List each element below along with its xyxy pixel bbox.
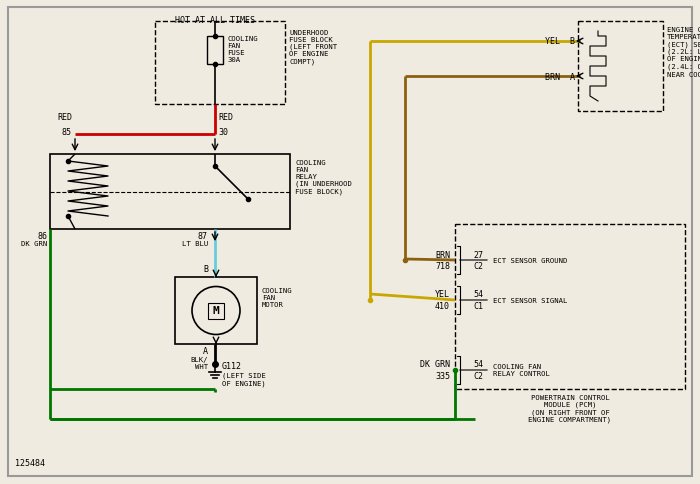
Text: RED: RED [218, 113, 233, 122]
Text: M: M [213, 306, 219, 316]
Text: ECT SENSOR SIGNAL: ECT SENSOR SIGNAL [493, 297, 568, 303]
Text: C2: C2 [473, 372, 483, 381]
Text: UNDERHOOD
FUSE BLOCK
(LEFT FRONT
OF ENGINE
COMPT): UNDERHOOD FUSE BLOCK (LEFT FRONT OF ENGI… [289, 30, 337, 65]
Text: (LEFT SIDE
OF ENGINE): (LEFT SIDE OF ENGINE) [222, 372, 266, 386]
Text: DK GRN: DK GRN [420, 360, 450, 369]
Text: G112: G112 [222, 361, 242, 370]
Text: BLK/
WHT: BLK/ WHT [190, 356, 208, 369]
Text: ENGINE COOLANT
TEMPERATURE
(ECT) SENSOR
(2.2L: LEFT FRONT
OF ENGINE)
(2.4L: ON R: ENGINE COOLANT TEMPERATURE (ECT) SENSOR … [667, 27, 700, 77]
Bar [455, 225, 685, 389]
Bar [578, 22, 663, 112]
Text: POWERTRAIN CONTROL
MODULE (PCM)
(ON RIGHT FRONT OF
ENGINE COMPARTMENT): POWERTRAIN CONTROL MODULE (PCM) (ON RIGH… [528, 394, 612, 423]
Text: 85: 85 [62, 128, 72, 136]
Text: COOLING
FAN
MOTOR: COOLING FAN MOTOR [262, 287, 293, 307]
Text: RED: RED [57, 113, 72, 122]
Text: YEL  B: YEL B [545, 37, 575, 46]
Text: BRN: BRN [435, 250, 450, 259]
Text: COOLING
FAN
RELAY
(IN UNDERHOOD
FUSE BLOCK): COOLING FAN RELAY (IN UNDERHOOD FUSE BLO… [295, 160, 352, 195]
Text: 335: 335 [435, 372, 450, 381]
Bar [207, 37, 223, 65]
Text: HOT AT ALL TIMES: HOT AT ALL TIMES [175, 16, 255, 25]
Text: COOLING FAN
RELAY CONTROL: COOLING FAN RELAY CONTROL [493, 364, 550, 377]
Text: 86: 86 [37, 231, 47, 241]
Bar [50, 155, 290, 229]
Text: BRN  A: BRN A [545, 72, 575, 81]
Text: B: B [203, 265, 208, 274]
Text: 410: 410 [435, 302, 450, 311]
Text: DK GRN: DK GRN [21, 241, 47, 246]
Text: ECT SENSOR GROUND: ECT SENSOR GROUND [493, 257, 568, 263]
Text: 718: 718 [435, 262, 450, 271]
Text: 30: 30 [218, 128, 228, 136]
Text: YEL: YEL [435, 290, 450, 299]
Text: 27: 27 [473, 250, 483, 259]
Text: COOLING
FAN
FUSE
30A: COOLING FAN FUSE 30A [227, 36, 258, 63]
Bar [155, 22, 285, 105]
Text: 87: 87 [198, 231, 208, 241]
Text: 125484: 125484 [15, 458, 45, 467]
Text: 54: 54 [473, 290, 483, 299]
Bar [175, 277, 257, 344]
Text: 54: 54 [473, 360, 483, 369]
Text: LT BLU: LT BLU [182, 241, 208, 246]
Text: C1: C1 [473, 302, 483, 311]
Bar [208, 303, 224, 319]
Text: C2: C2 [473, 262, 483, 271]
Text: A: A [203, 346, 208, 355]
